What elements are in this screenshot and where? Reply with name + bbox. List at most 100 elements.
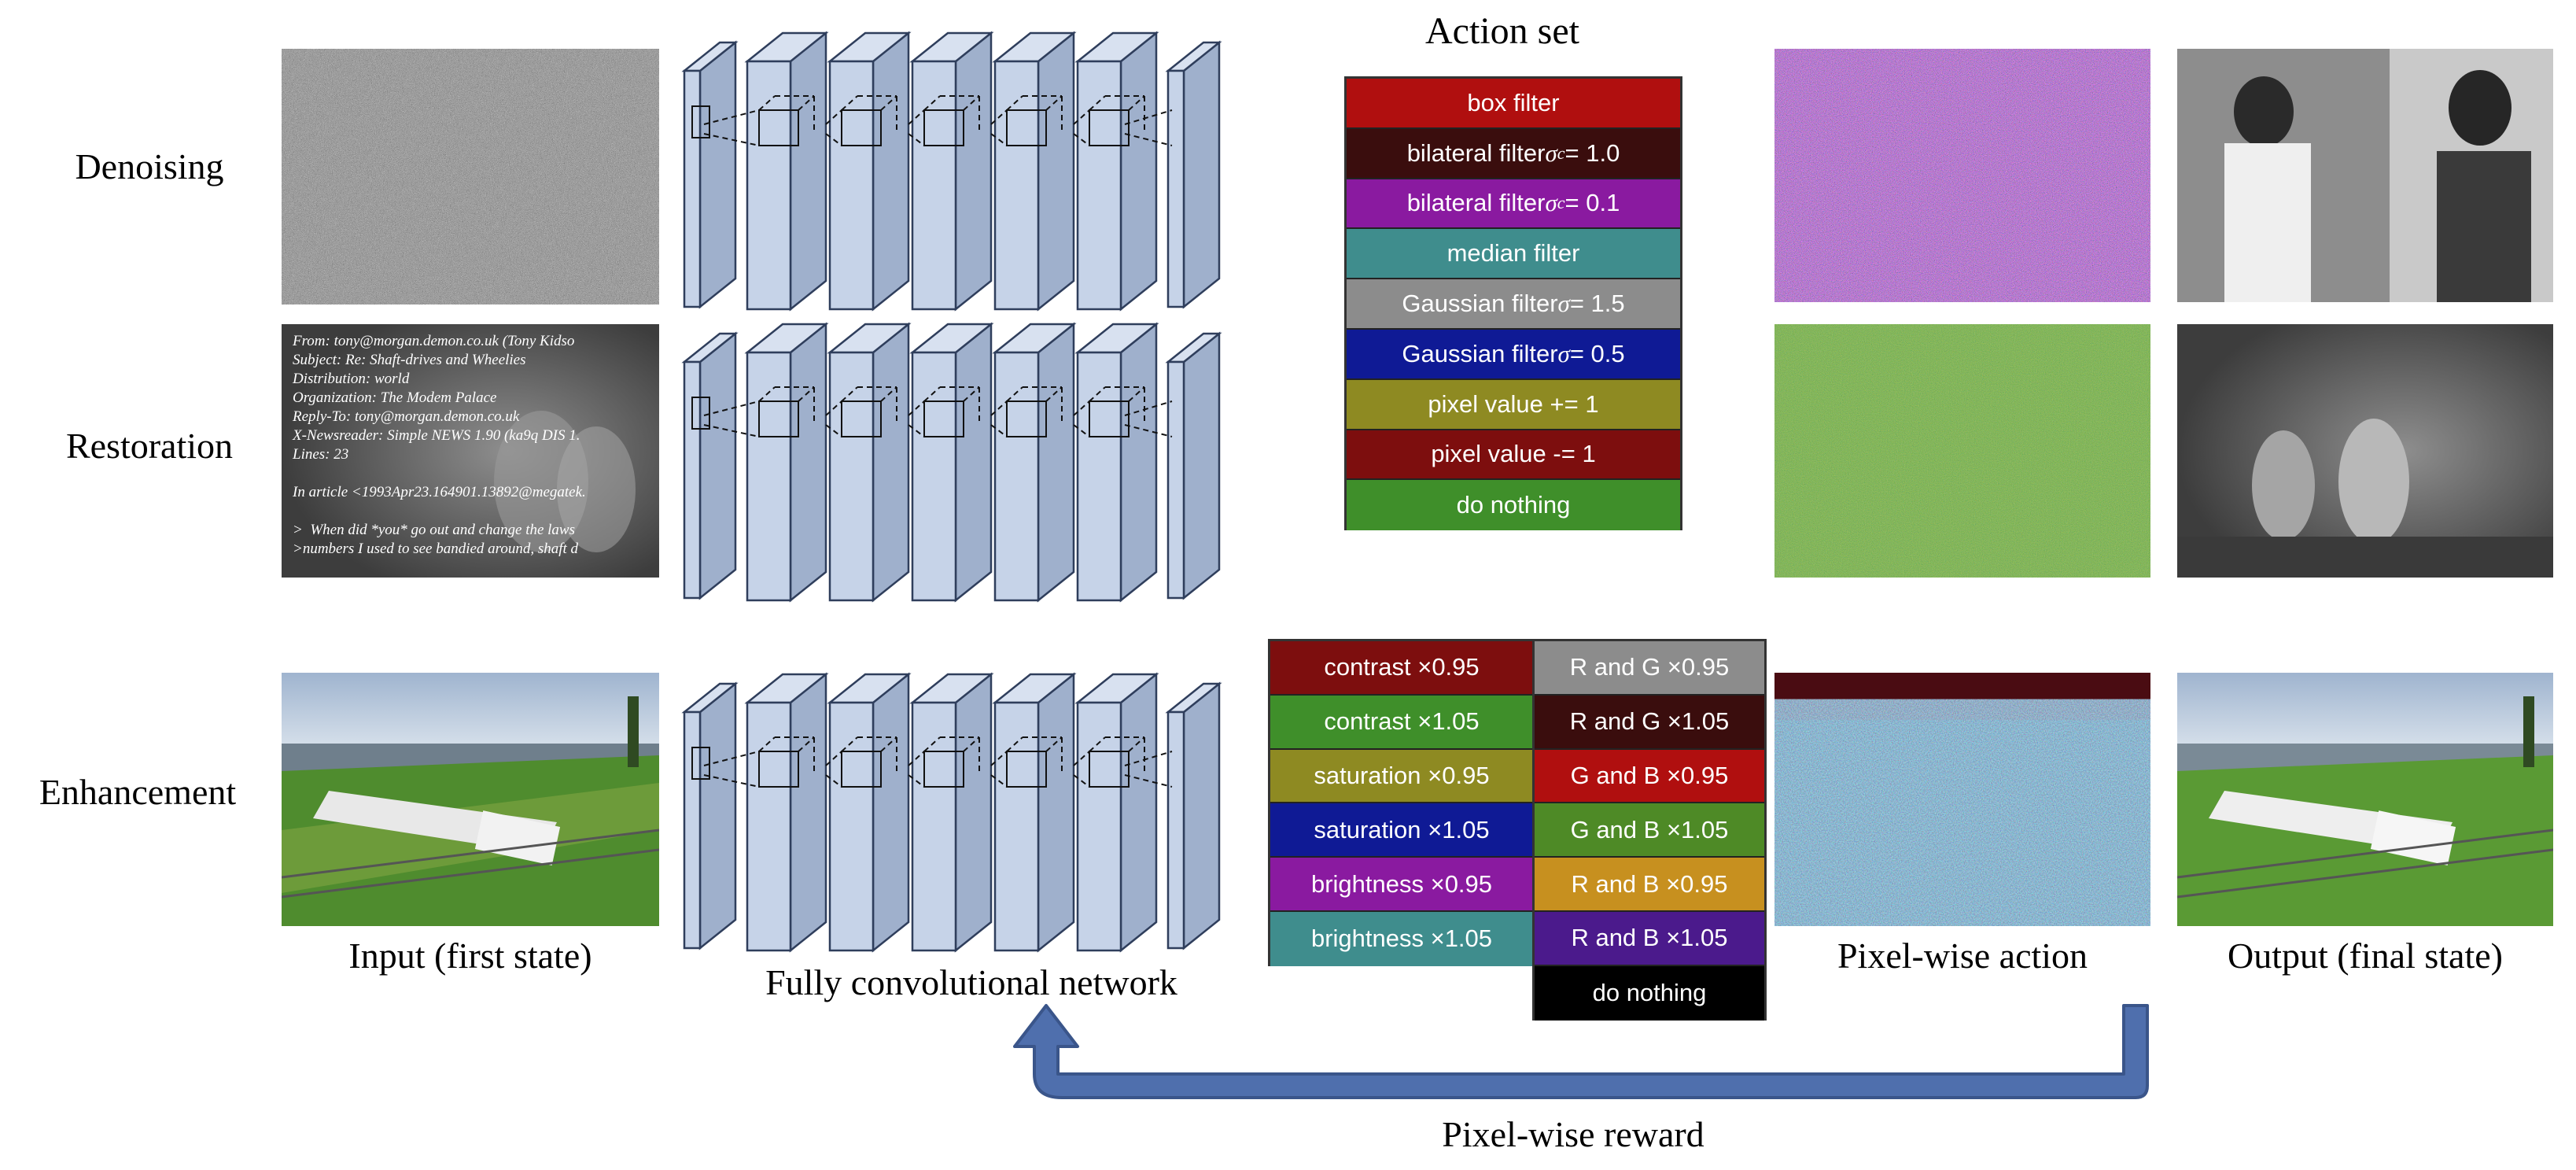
output-image-denoising — [2177, 49, 2553, 302]
enhancement-action-table-left: contrast ×0.95 contrast ×1.05 saturation ×… — [1268, 639, 1535, 966]
sigma-symbol: σ — [1557, 290, 1570, 318]
layer-front — [1166, 69, 1185, 308]
enhancement-action-table-right: R and G ×0.95 R and G ×1.05 G and B ×0.95 G… — [1532, 639, 1767, 1021]
action-cell: pixel value += 1 — [1347, 379, 1680, 430]
sigma-subscript: c — [1557, 193, 1565, 213]
kernel-edge — [841, 95, 858, 111]
kernel-edge — [1045, 736, 1063, 752]
action-value-text: = 0.1 — [1564, 189, 1620, 217]
kernel-connector — [990, 109, 1008, 125]
action-cell: median filter — [1347, 229, 1680, 280]
kernel-edge — [923, 95, 941, 111]
kernel-box — [1089, 751, 1130, 788]
kernel-edge — [798, 736, 815, 752]
layer-front — [746, 701, 792, 952]
kernel-edge — [758, 736, 776, 752]
kernel-edge — [841, 736, 858, 752]
action-label-text: Gaussian filter — [1402, 339, 1558, 367]
sigma-subscript: c — [1557, 142, 1565, 163]
kernel-edge — [1006, 95, 1023, 111]
kernel-connector — [990, 133, 1008, 146]
kernel-connector — [1124, 109, 1173, 125]
kernel-edge — [798, 386, 815, 402]
layer-front — [1166, 360, 1185, 600]
row-label-denoising: Denoising — [75, 146, 224, 186]
kernel-connector — [703, 109, 760, 125]
output-image-restoration — [2177, 324, 2553, 578]
output-image-enhancement — [2177, 673, 2553, 926]
kernel-connector — [1124, 133, 1173, 146]
action-cell: pixel value -= 1 — [1347, 430, 1680, 481]
kernel-box — [691, 105, 710, 138]
action-cell: do nothing — [1535, 965, 1764, 1021]
kernel-edge — [1045, 386, 1063, 402]
kernel-edge — [923, 736, 941, 752]
kernel-connector — [1073, 109, 1090, 125]
kernel-edge — [758, 95, 776, 111]
kernel-connector — [990, 774, 1008, 788]
action-cell: box filter — [1347, 79, 1680, 129]
layer-front — [993, 701, 1040, 952]
kernel-box — [1006, 751, 1047, 788]
kernel-connector — [1073, 133, 1090, 146]
kernel-box — [691, 397, 710, 430]
kernel-connector — [908, 133, 925, 146]
kernel-edge — [758, 386, 776, 402]
action-set-title: Action set — [1425, 10, 1579, 52]
kernel-edge — [963, 736, 980, 752]
kernel-edge — [880, 736, 897, 752]
kernel-edge — [963, 95, 980, 111]
sigma-symbol: σ — [1557, 339, 1570, 367]
kernel-connector — [990, 424, 1008, 437]
kernel-edge — [798, 95, 815, 111]
action-value-text: = 1.5 — [1569, 290, 1625, 318]
layer-front — [828, 60, 875, 311]
layer-front — [828, 701, 875, 952]
kernel-box — [1089, 400, 1130, 437]
kernel-box — [1006, 400, 1047, 437]
action-value-text: = 1.0 — [1564, 138, 1620, 167]
action-cell: contrast ×0.95 — [1270, 641, 1533, 696]
layer-front — [993, 351, 1040, 602]
kernel-connector — [825, 751, 842, 766]
kernel-connector — [703, 400, 760, 416]
kernel-connector — [825, 424, 842, 437]
kernel-box — [1006, 109, 1047, 146]
caption-fcn: Fully convolutional network — [765, 962, 1177, 1002]
action-cell: contrast ×1.05 — [1270, 695, 1533, 750]
kernel-connector — [1073, 751, 1090, 766]
kernel-edge — [1089, 95, 1106, 111]
kernel-edge — [841, 386, 858, 402]
kernel-edge — [1006, 386, 1023, 402]
fcn-diagram-denoising — [680, 24, 1262, 323]
input-image-denoising — [282, 49, 659, 304]
fcn-diagram-restoration — [680, 315, 1262, 614]
kernel-box — [841, 109, 882, 146]
action-cell: R and G ×1.05 — [1535, 695, 1764, 750]
kernel-connector — [825, 400, 842, 416]
layer-front — [1076, 701, 1122, 952]
kernel-connector — [1073, 424, 1090, 437]
layer-front — [911, 701, 957, 952]
kernel-connector — [908, 774, 925, 788]
layer-front — [828, 351, 875, 602]
kernel-edge — [923, 386, 941, 402]
row-label-restoration: Restoration — [65, 426, 234, 466]
kernel-box — [841, 751, 882, 788]
action-cell: do nothing — [1347, 480, 1680, 531]
layer-front — [683, 360, 702, 600]
kernel-connector — [990, 400, 1008, 416]
sigma-symbol: σ — [1545, 138, 1557, 167]
overlay-text-block: From: tony@morgan.demon.co.uk (Tony Kids… — [293, 333, 586, 557]
input-image-restoration: From: tony@morgan.demon.co.uk (Tony Kids… — [282, 324, 659, 578]
kernel-edge — [1128, 95, 1145, 111]
action-cell: Gaussian filter σ = 1.5 — [1347, 279, 1680, 330]
kernel-edge — [1089, 386, 1106, 402]
fcn-diagram-enhancement — [680, 665, 1262, 964]
caption-reward: Pixel-wise reward — [1442, 1114, 1704, 1154]
action-cell: Gaussian filter σ = 0.5 — [1347, 330, 1680, 380]
kernel-connector — [825, 774, 842, 788]
caption-input: Input (first state) — [348, 936, 592, 976]
